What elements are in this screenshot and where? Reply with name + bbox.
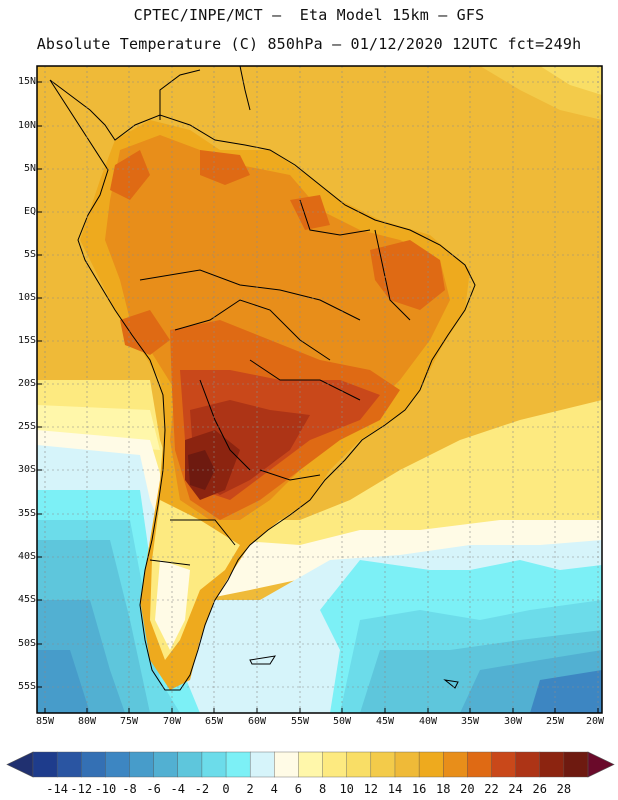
- colorbar-swatch: [129, 751, 155, 778]
- colorbar-label: -2: [194, 782, 210, 796]
- colorbar-swatch: [491, 751, 517, 778]
- colorbar: [6, 751, 615, 778]
- colorbar-swatch: [177, 751, 203, 778]
- colorbar-label: 20: [460, 782, 475, 796]
- lat-label-45s: 45S: [17, 594, 36, 605]
- lat-label-10s: 10S: [17, 292, 36, 303]
- lon-label-40w: 40W: [418, 716, 438, 727]
- lon-label-35w: 35W: [460, 716, 480, 727]
- colorbar-label: -6: [146, 782, 161, 796]
- colorbar-label: -12: [70, 782, 93, 796]
- colorbar-label: 0: [222, 782, 230, 796]
- colorbar-swatch: [467, 751, 492, 778]
- lat-label-10n: 10N: [17, 120, 36, 131]
- lat-label-40s: 40S: [17, 551, 36, 562]
- colorbar-label: 12: [363, 782, 379, 796]
- colorbar-swatch: [249, 751, 275, 778]
- colorbar-label: 16: [411, 782, 427, 796]
- colorbar-label: 4: [270, 782, 278, 796]
- colorbar-label: 8: [318, 782, 327, 796]
- colorbar-swatch: [81, 751, 106, 778]
- colorbar-label: -10: [94, 782, 117, 796]
- lon-label-65w: 65W: [204, 716, 224, 727]
- colorbar-label: 2: [246, 782, 254, 796]
- lat-label-eq: EQ: [23, 206, 36, 217]
- colorbar-swatch: [418, 751, 444, 778]
- colorbar-swatch: [105, 751, 131, 778]
- colorbar-label: 14: [387, 782, 403, 796]
- lat-label-20s: 20S: [17, 378, 36, 389]
- lon-label-85w: 85W: [35, 716, 55, 727]
- colorbar-swatch: [274, 751, 299, 778]
- colorbar-swatch: [394, 751, 420, 778]
- grid-lines: [37, 66, 602, 713]
- map-field: [37, 66, 602, 713]
- lat-label-50s: 50S: [17, 638, 36, 649]
- axis-ticks: [37, 81, 599, 713]
- lat-label-15n: 15N: [17, 76, 36, 87]
- lat-label-30s: 30S: [17, 464, 36, 475]
- colorbar-label: 10: [339, 782, 354, 796]
- lat-label-55s: 55S: [17, 681, 36, 692]
- colorbar-label: 6: [294, 782, 303, 796]
- map-frame: [36, 65, 603, 714]
- lon-label-30w: 30W: [503, 716, 523, 727]
- lon-label-75w: 75W: [119, 716, 139, 727]
- colorbar-swatch: [563, 751, 589, 778]
- colorbar-swatch: [298, 751, 324, 778]
- lon-label-45w: 45W: [375, 716, 395, 727]
- lon-label-20w: 20W: [585, 716, 605, 727]
- colorbar-label: 22: [484, 782, 499, 796]
- colorbar-swatch: [443, 751, 468, 778]
- lon-label-60w: 60W: [247, 716, 267, 727]
- lon-label-50w: 50W: [332, 716, 352, 727]
- colorbar-label: -8: [122, 782, 137, 796]
- colorbar-label: -14: [46, 782, 68, 796]
- colorbar-swatch: [201, 751, 227, 778]
- colorbar-swatch: [539, 751, 565, 778]
- lon-label-80w: 80W: [77, 716, 97, 727]
- colorbar-label: 24: [508, 782, 523, 796]
- colorbar-swatch: [322, 751, 348, 778]
- colorbar-label: 26: [532, 782, 547, 796]
- colorbar-swatch: [32, 751, 58, 778]
- colorbar-over-arrow: [587, 751, 615, 778]
- colorbar-label: 28: [556, 782, 572, 796]
- colorbar-under-arrow: [6, 751, 34, 778]
- colorbar-label: 18: [435, 782, 451, 796]
- colorbar-swatch: [225, 751, 251, 778]
- title-line-2: Absolute Temperature (C) 850hPa – 01/12/…: [36, 35, 582, 53]
- lon-label-25w: 25W: [545, 716, 565, 727]
- title-line-1: CPTEC/INPE/MCT – Eta Model 15km – GFS: [133, 6, 485, 24]
- lat-label-15s: 15S: [17, 335, 36, 346]
- colorbar-swatch: [153, 751, 179, 778]
- colorbar-swatch: [515, 751, 541, 778]
- lat-label-25s: 25S: [17, 421, 36, 432]
- colorbar-swatch: [370, 751, 396, 778]
- lat-label-5s: 5S: [23, 249, 36, 260]
- lon-label-70w: 70W: [162, 716, 182, 727]
- colorbar-swatch: [346, 751, 372, 778]
- colorbar-label: -4: [170, 782, 185, 796]
- lat-label-35s: 35S: [17, 508, 36, 519]
- lon-label-55w: 55W: [290, 716, 310, 727]
- lat-label-5n: 5N: [23, 163, 36, 174]
- coastlines: [49, 66, 476, 691]
- colorbar-swatch: [56, 751, 82, 778]
